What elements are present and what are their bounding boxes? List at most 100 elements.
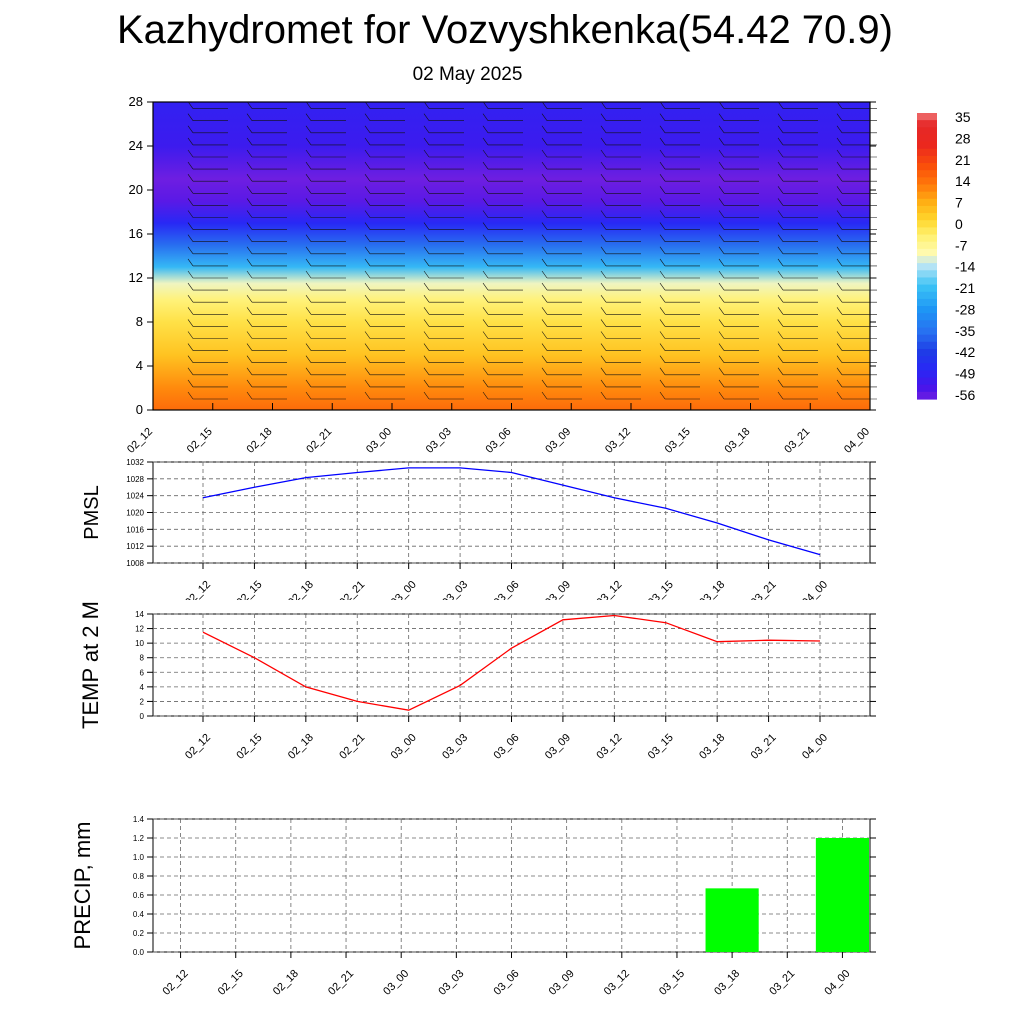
wind-barb	[482, 295, 489, 303]
wind-barb	[187, 113, 194, 121]
wind-barb	[600, 246, 607, 254]
wind-barb	[364, 295, 371, 303]
wind-barb	[777, 379, 784, 388]
x-tick-label: 02_15	[216, 968, 246, 998]
chart-title: Kazhydromet for Vozvyshkenka(54.42 70.9)	[117, 8, 893, 52]
wind-barb	[482, 355, 489, 363]
wind-barb	[541, 186, 548, 194]
wind-barb	[836, 149, 843, 158]
wind-barb	[482, 210, 489, 218]
colorbar-swatch	[917, 370, 937, 379]
y-tick-label: 6	[140, 668, 145, 677]
colorbar-swatch	[917, 213, 937, 221]
y-tick-label: 1.2	[133, 834, 145, 843]
wind-barb	[482, 391, 489, 400]
colorbar-swatch	[917, 177, 937, 186]
x-tick-label: 02_12	[183, 732, 213, 760]
wind-barb	[600, 234, 607, 242]
x-tick-label: 03_00	[389, 579, 419, 600]
wind-barb	[718, 307, 725, 315]
colorbar-label: 7	[955, 195, 963, 211]
wind-barb	[364, 331, 371, 339]
wind-barb	[600, 270, 607, 279]
colorbar-swatch	[917, 198, 937, 207]
wind-barb	[305, 355, 312, 363]
wind-barb	[777, 270, 784, 279]
wind-barb	[364, 234, 371, 242]
wind-barb	[246, 161, 253, 170]
wind-barb	[305, 198, 312, 206]
wind-barb	[777, 343, 784, 351]
wind-barb	[777, 198, 784, 206]
wind-barb	[423, 367, 430, 375]
wind-barb	[246, 258, 253, 267]
y-tick-label: 0.6	[133, 891, 145, 900]
wind-barb	[659, 295, 666, 303]
wind-barb	[364, 391, 371, 400]
wind-barb	[836, 331, 843, 339]
wind-barb	[305, 246, 312, 254]
wind-barb	[246, 379, 253, 388]
wind-barb	[246, 137, 253, 146]
colorbar-swatch	[917, 306, 937, 314]
wind-barb	[836, 101, 843, 109]
y-tick-label: 0	[136, 402, 143, 417]
wind-barb	[836, 270, 843, 279]
colorbar-swatch	[917, 155, 937, 164]
wind-barb	[600, 174, 607, 182]
colorbar-label: -21	[955, 280, 975, 296]
wind-barb	[659, 246, 666, 254]
wind-barb	[305, 174, 312, 182]
wind-barb	[836, 137, 843, 146]
wind-barb	[187, 186, 194, 194]
wind-barb	[482, 137, 489, 146]
wind-barb	[423, 319, 430, 327]
y-tick-label: 1.4	[133, 815, 145, 824]
wind-barb	[187, 343, 194, 351]
wind-barb	[482, 379, 489, 388]
wind-barb	[541, 101, 548, 109]
wind-barb	[777, 391, 784, 400]
wind-barb	[305, 295, 312, 303]
x-tick-label: 03_09	[543, 579, 573, 600]
wind-barb	[777, 222, 784, 230]
wind-barb	[718, 234, 725, 242]
wind-barb	[541, 331, 548, 339]
wind-barb	[305, 186, 312, 194]
wind-barb	[659, 379, 666, 388]
wind-barb	[187, 258, 194, 267]
colorbar-label: 0	[955, 216, 963, 232]
colorbar-swatch	[917, 291, 937, 300]
wind-barb	[246, 270, 253, 279]
wind-barb	[600, 355, 607, 363]
wind-barb	[659, 101, 666, 109]
wind-barb	[246, 222, 253, 230]
y-tick-label: 1020	[126, 509, 144, 518]
wind-barb	[423, 149, 430, 158]
wind-barb	[659, 319, 666, 327]
wind-barb	[482, 186, 489, 194]
wind-barb	[659, 391, 666, 400]
wind-barb	[482, 149, 489, 158]
y-tick-label: 1028	[126, 475, 144, 484]
wind-barb	[187, 246, 194, 254]
wind-barb	[305, 210, 312, 218]
colorbar-label: -49	[955, 366, 975, 382]
wind-barb	[659, 282, 666, 291]
wind-barb	[423, 198, 430, 206]
x-tick-label: 03_12	[594, 579, 624, 600]
wind-barb	[423, 270, 430, 279]
x-tick-label: 02_21	[326, 968, 356, 998]
wind-barb	[541, 137, 548, 146]
wind-barb	[718, 331, 725, 339]
wind-barb	[187, 307, 194, 315]
colorbar-swatch	[917, 234, 937, 243]
y-tick-label: 1012	[126, 542, 144, 551]
y-tick-label: 8	[136, 314, 143, 329]
colorbar-swatch	[917, 313, 937, 321]
wind-barb	[187, 331, 194, 339]
wind-barb	[659, 258, 666, 267]
wind-barb	[718, 149, 725, 158]
chart-subtitle: 02 May 2025	[412, 64, 523, 85]
